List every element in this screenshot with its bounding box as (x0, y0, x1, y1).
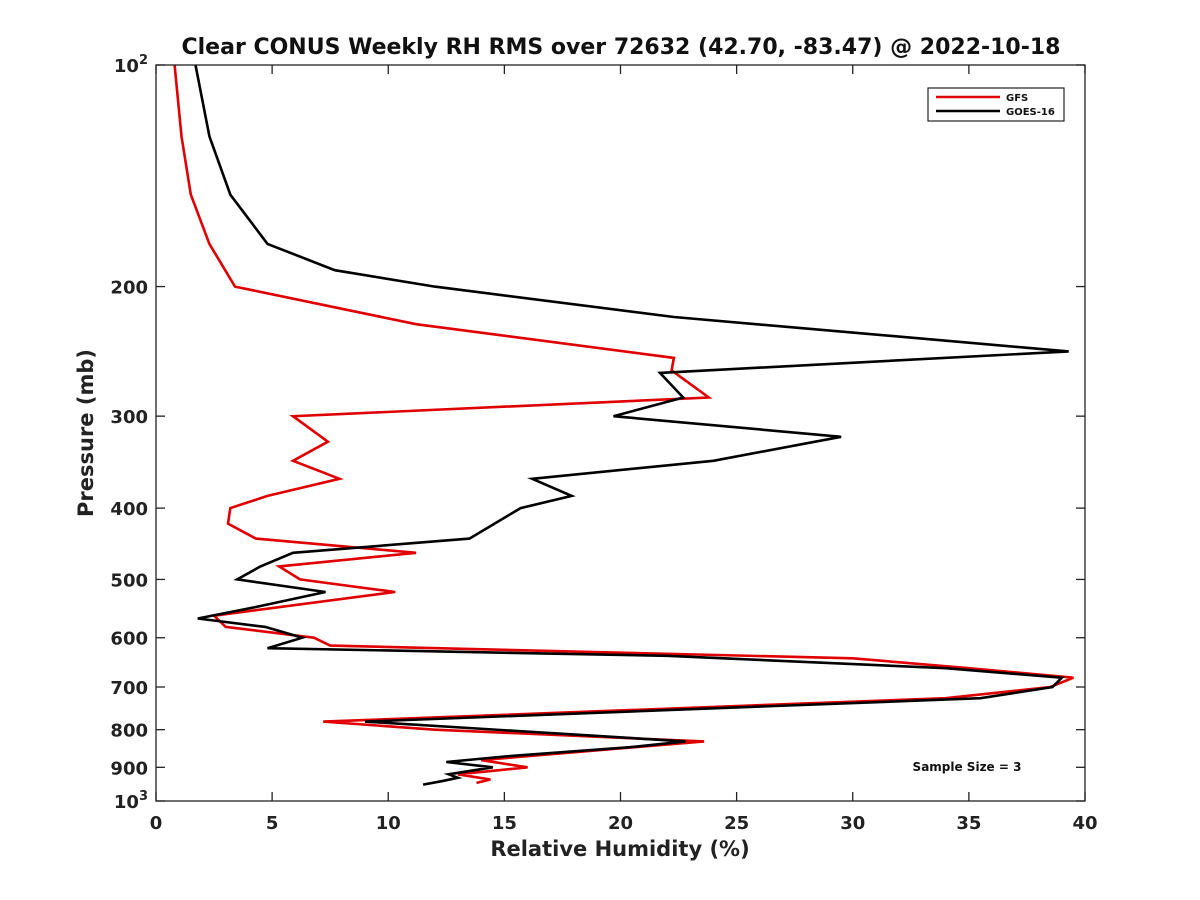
legend-box (927, 87, 1065, 122)
y-tick-label: 500 (110, 570, 148, 591)
legend-label-gfs: GFS (1006, 93, 1028, 104)
x-axis-ticks: 0 5 10 15 20 25 30 35 40 (150, 65, 1098, 834)
legend-label-goes-16: GOES-16 (1006, 107, 1055, 118)
y-tick-label: 900 (110, 758, 148, 779)
y-tick-label: 102 (114, 53, 148, 77)
y-tick-label: 800 (110, 721, 148, 742)
x-tick-label: 30 (840, 813, 865, 834)
y-tick-label: 700 (110, 678, 148, 699)
legend: GFS GOES-16 (927, 87, 1065, 122)
y-tick-label: 103 (114, 789, 148, 813)
x-tick-label: 40 (1072, 813, 1097, 834)
x-tick-label: 15 (492, 813, 517, 834)
plot-area (155, 64, 1086, 802)
series-line-gfs (173, 64, 1074, 785)
y-tick-label: 600 (110, 629, 148, 650)
x-tick-label: 25 (724, 813, 749, 834)
y-axis-label: Pressure (mb) (74, 349, 98, 517)
x-axis-label: Relative Humidity (%) (490, 837, 749, 861)
sample-size-annotation: Sample Size = 3 (913, 760, 1022, 774)
plot-frame (155, 64, 1086, 802)
y-tick-label: 400 (110, 499, 148, 520)
x-tick-label: 0 (150, 813, 163, 834)
x-tick-label: 20 (608, 813, 633, 834)
y-axis-ticks: 102 200 300 400 500 600 700 800 900 103 (110, 53, 1085, 813)
series-line-goes-16 (194, 64, 1069, 786)
x-tick-label: 10 (376, 813, 401, 834)
chart-title: Clear CONUS Weekly RH RMS over 72632 (42… (182, 35, 1061, 60)
series-group (173, 64, 1074, 786)
x-tick-label: 5 (266, 813, 279, 834)
y-tick-label: 200 (110, 278, 148, 299)
y-tick-label: 300 (110, 407, 148, 428)
x-tick-label: 35 (956, 813, 981, 834)
